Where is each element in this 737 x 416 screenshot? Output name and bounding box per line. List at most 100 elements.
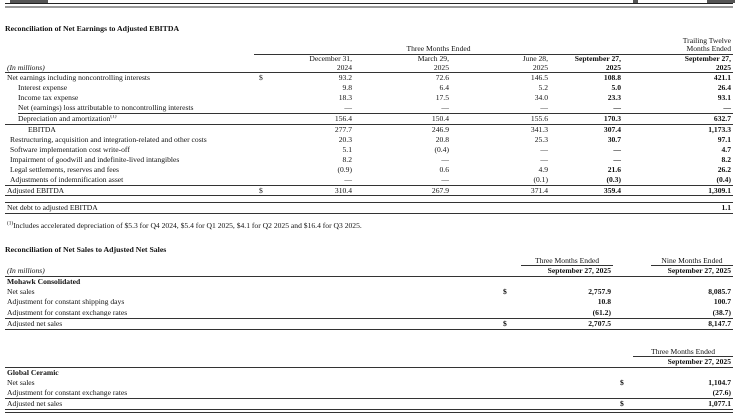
cell-value: 4.7 [721,145,732,155]
cell-value: 5.2 [538,83,549,93]
table-row: Interest expense 9.8 6.4 5.2 5.0 26.4 [5,83,733,93]
column-header: September 27, 2025 [684,53,731,72]
table-row: Net earnings including noncontrolling in… [5,73,733,83]
table-row: Impairment of goodwill and indefinite-li… [5,155,733,165]
section-row: Global Ceramic [7,368,59,378]
section-heading-ebitda: Reconciliation of Net Earnings to Adjust… [5,24,180,33]
global-ceramic-table: Three Months Ended September 27, 2025 Gl… [5,347,733,414]
cell-value: (0.4) [716,175,731,185]
cell-value: 359.4 [603,185,621,195]
in-millions-label: (In millions) [7,266,45,276]
cell-value: 4.9 [538,165,549,175]
column-group-header: Nine Months Ended [651,256,733,267]
cell-value: 30.7 [607,135,621,145]
row-label: Net sales [7,379,35,387]
cell-value: 156.4 [334,114,352,124]
cell-value: 8.2 [721,155,732,165]
cell-value: 108.8 [603,73,621,83]
cell-value: 5.0 [611,83,622,93]
cell-value: — [723,103,731,113]
row-label: Income tax expense [18,94,79,102]
cell-value: (0.9) [337,165,352,175]
table-row-total: Adjusted EBITDA $310.4 267.9 371.4 359.4… [5,185,733,197]
cell-value: 1,104.7 [708,378,731,388]
row-label: Adjusted net sales [7,319,63,328]
three-months-ended-group: Three Months Ended December 31, 2024 Marc… [254,37,623,72]
cell-value: 72.6 [435,73,449,83]
global-ceramic-table-header: Three Months Ended September 27, 2025 [5,347,733,368]
table-row-total: Adjusted net sales $1,077.1 [5,399,733,409]
cell-value: 20.8 [435,135,449,145]
cell-value: — [344,103,352,113]
in-millions-label: (In millions) [7,62,45,72]
table-row: Income tax expense 18.3 17.5 34.0 23.3 9… [5,93,733,103]
column-header: September 27, 2025 [667,266,731,276]
cell-value: (38.7) [712,307,731,317]
row-label: Adjustment for constant exchange rates [7,308,128,317]
nine-months-column: Nine Months Ended September 27, 2025 [613,256,733,276]
table-row: EBITDA 277.7 246.9 341.3 307.4 1,173.3 [5,125,733,135]
cell-value: 93.1 [717,93,731,103]
cell-value: 8,085.7 [708,287,731,297]
cell-value: 2,707.5 [588,318,611,328]
clipped-previous-table-row [5,0,735,4]
trailing-twelve-months-group: Trailing Twelve Months Ended September 27… [623,36,733,72]
cell-value: 97.1 [717,135,731,145]
table-rule [5,412,733,414]
row-label: Impairment of goodwill and indefinite-li… [10,156,180,164]
dollar-sign: $ [503,287,507,297]
row-label: Adjustments of indemnification asset [10,176,124,184]
cell-value: — [344,175,352,185]
table-row: Adjustments of indemnification asset — —… [5,175,733,185]
row-label: Adjusted EBITDA [7,186,65,195]
cell-value: — [613,103,621,113]
cell-value: 246.9 [431,125,449,135]
table-row: Restructuring, acquisition and integrati… [5,135,733,145]
horizontal-divider [5,6,733,8]
cell-value: 8,147.7 [708,318,731,328]
cell-value: (0.4) [434,145,449,155]
cell-value: 9.8 [342,83,353,93]
cell-value: 155.6 [530,114,548,124]
cell-value: 371.4 [530,185,548,195]
table-row-total: Adjusted net sales $2,707.5 8,147.7 [5,319,733,329]
footnote-reference: (1) [110,115,117,120]
cell-value: 170.3 [603,114,621,124]
cell-value: — [540,103,548,113]
cell-value: 310.4 [334,185,352,195]
cell-value: 17.5 [435,93,449,103]
cell-value: — [540,155,548,165]
clipped-text-fragment [10,0,48,3]
table-row: Software implementation cost write-off 5… [5,145,733,155]
cell-value: — [441,175,449,185]
cell-value: 18.3 [338,93,352,103]
table-row: Depreciation and amortization(1) 156.4 1… [5,114,733,124]
table-rule [5,124,733,126]
cell-value: — [613,155,621,165]
row-label: Net sales [7,288,35,296]
section-row: Mohawk Consolidated [7,277,81,287]
cell-value: 632.7 [713,114,731,124]
row-label: Software implementation cost write-off [10,146,130,154]
table-row: Legal settlements, reserves and fees (0.… [5,165,733,175]
column-group-header: Three Months Ended [254,45,623,55]
cell-value: 421.1 [713,73,731,83]
cell-value: 26.4 [717,83,731,93]
row-label: Adjustment for constant shipping days [7,298,125,307]
dollar-sign: $ [259,73,263,83]
cell-value: 1.1 [721,203,732,213]
cell-value: 267.9 [431,185,449,195]
cell-value: 5.1 [342,145,353,155]
cell-value: 1,077.1 [708,399,731,409]
table-row: Adjustment for constant exchange rates (… [5,307,733,317]
three-months-column: Three Months Ended September 27, 2025 [615,347,733,367]
cell-value: 10.8 [597,297,611,307]
cell-value: — [540,145,548,155]
table-rule [5,409,733,411]
row-label: Adjustment for constant exchange rates [7,389,128,397]
row-label: Net earnings including noncontrolling in… [7,74,150,82]
column-header: September 27, 2025 [574,53,621,72]
cell-value: 93.2 [338,73,352,83]
empty-header-space [5,348,615,367]
